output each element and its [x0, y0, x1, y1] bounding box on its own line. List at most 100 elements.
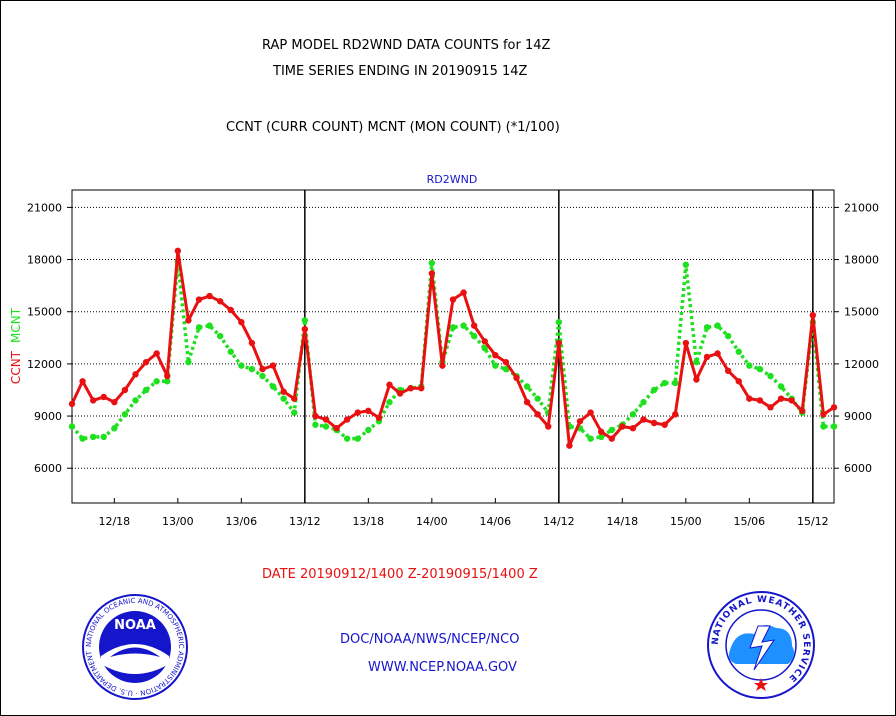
data-point-ccnt [545, 423, 552, 430]
x-tick-label: 13/00 [162, 515, 194, 528]
data-point-ccnt [121, 386, 129, 394]
data-point-mcnt [121, 411, 129, 418]
data-point-ccnt [534, 411, 541, 418]
x-tick-label: 13/18 [352, 515, 384, 528]
data-point-mcnt [449, 324, 457, 331]
data-point-mcnt [724, 332, 732, 340]
y-tick-label-right: 15000 [844, 306, 879, 319]
data-point-mcnt [640, 398, 647, 406]
data-point-mcnt [523, 383, 531, 390]
x-tick-label: 15/12 [797, 515, 829, 528]
data-point-mcnt [111, 425, 118, 432]
data-point-ccnt [185, 317, 192, 324]
data-point-mcnt [703, 324, 711, 331]
data-point-mcnt [89, 433, 97, 441]
data-point-ccnt [661, 421, 668, 428]
data-point-ccnt [746, 395, 753, 402]
data-point-mcnt [248, 365, 256, 373]
data-point-mcnt [428, 259, 436, 267]
data-point-ccnt [693, 376, 700, 383]
y-tick-label-left: 6000 [34, 462, 62, 475]
data-point-ccnt [724, 367, 732, 375]
data-point-ccnt [820, 411, 827, 418]
data-point-ccnt [301, 325, 309, 333]
data-point-ccnt [418, 385, 425, 392]
data-point-mcnt [386, 398, 393, 406]
data-point-ccnt [449, 296, 457, 303]
data-point-ccnt [142, 358, 150, 366]
data-point-mcnt [830, 423, 838, 430]
data-point-mcnt [587, 435, 594, 442]
data-point-ccnt [365, 407, 372, 415]
data-point-mcnt [206, 322, 213, 329]
y-tick-label-right: 18000 [844, 254, 879, 267]
data-point-ccnt [799, 407, 806, 415]
data-point-mcnt [227, 348, 234, 355]
data-point-mcnt [597, 433, 605, 441]
ncep-url-link[interactable]: WWW.NCEP.NOAA.GOV [368, 660, 517, 675]
x-tick-label: 15/06 [733, 515, 765, 528]
series-line-mcnt [70, 259, 834, 441]
x-tick-label: 15/00 [670, 515, 702, 528]
y-tick-label-left: 21000 [27, 201, 62, 214]
data-point-mcnt [269, 383, 277, 390]
data-point-ccnt [68, 400, 76, 408]
data-point-mcnt [629, 411, 637, 418]
data-point-mcnt [608, 426, 615, 434]
data-point-ccnt [79, 378, 86, 385]
chart-plot: RD2WND 6000 6000 9000 9000 12000 12000 15000 15… [9, 173, 879, 528]
data-point-mcnt [142, 386, 150, 394]
data-point-mcnt [164, 378, 171, 385]
data-point-ccnt [460, 289, 467, 296]
series-layer [68, 247, 838, 449]
org-label: DOC/NOAA/NWS/NCEP/NCO [340, 632, 520, 647]
y-tick-label-right: 21000 [844, 201, 879, 214]
data-point-mcnt [354, 435, 361, 442]
data-point-mcnt [343, 435, 351, 442]
data-point-ccnt [343, 416, 351, 423]
data-point-ccnt [576, 418, 584, 425]
y-tick-label-left: 9000 [34, 410, 62, 423]
x-tick-label: 14/18 [606, 515, 638, 528]
data-point-mcnt [492, 362, 499, 369]
x-tick-label: 12/18 [98, 515, 130, 528]
data-point-ccnt [354, 409, 361, 416]
data-point-mcnt [195, 324, 203, 331]
data-point-ccnt [566, 442, 573, 449]
x-axis: 12/18 13/00 13/06 13/12 13/18 14/00 14/06 14/12… [98, 498, 829, 528]
x-tick-label: 14/00 [416, 515, 448, 528]
data-point-ccnt [428, 270, 436, 277]
data-point-ccnt [195, 296, 203, 303]
data-point-ccnt [735, 378, 742, 385]
data-point-mcnt [185, 358, 192, 366]
plot-frame [71, 189, 835, 504]
data-point-ccnt [216, 298, 224, 305]
data-point-mcnt [672, 379, 679, 387]
data-point-mcnt [301, 317, 309, 324]
data-point-ccnt [809, 312, 817, 319]
data-point-mcnt [280, 395, 287, 402]
nws-logo: NATIONAL WEATHER SERVICE [707, 591, 815, 699]
data-point-mcnt [100, 433, 107, 441]
y-axis-label-mcnt: MCNT [9, 307, 23, 343]
data-point-ccnt [470, 322, 478, 329]
data-point-ccnt [439, 362, 446, 369]
data-point-mcnt [735, 348, 742, 355]
data-point-mcnt [534, 395, 541, 402]
date-range-label: DATE 20190912/1400 Z-20190915/1400 Z [262, 567, 538, 582]
x-tick-label: 14/06 [479, 515, 511, 528]
data-point-ccnt [132, 371, 139, 378]
data-point-ccnt [407, 385, 414, 392]
data-point-ccnt [640, 416, 647, 423]
data-point-ccnt [597, 428, 605, 435]
data-point-mcnt [650, 386, 658, 394]
y-axis-label-ccnt: CCNT [9, 350, 23, 384]
data-point-mcnt [746, 362, 753, 369]
data-point-ccnt [238, 318, 245, 326]
y-tick-label-left: 15000 [27, 306, 62, 319]
data-point-ccnt [703, 353, 711, 361]
data-point-ccnt [502, 358, 510, 366]
data-point-ccnt [830, 404, 838, 411]
data-point-ccnt [227, 306, 234, 314]
data-point-ccnt [259, 365, 266, 373]
